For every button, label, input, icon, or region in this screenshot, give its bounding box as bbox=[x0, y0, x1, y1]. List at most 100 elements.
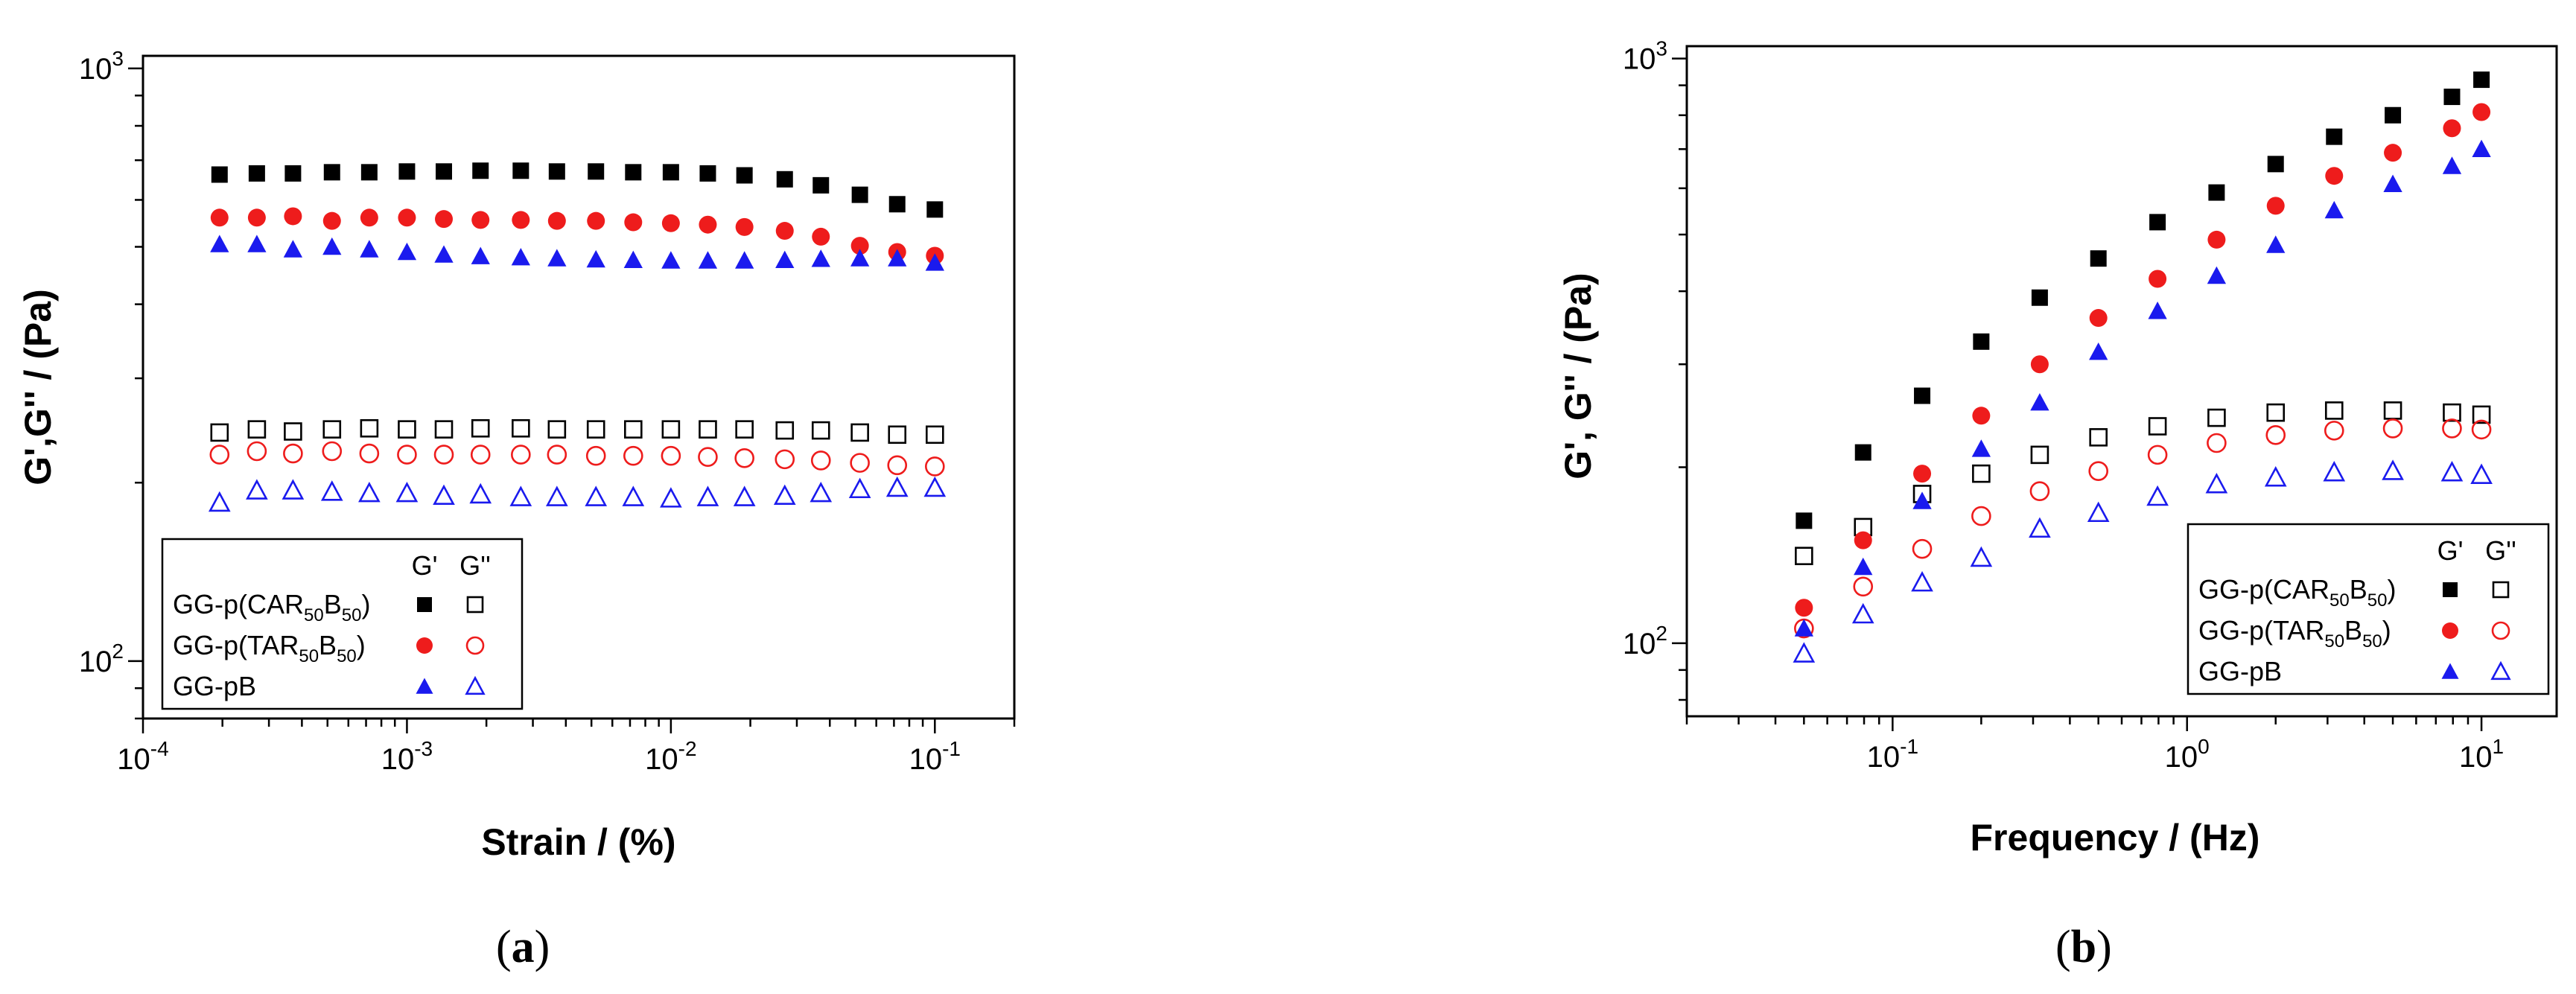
legend-box bbox=[161, 538, 524, 710]
data-point bbox=[2470, 463, 2493, 484]
chart-panel-b: 10-1 100 101 102 103 Frequency / (Hz) G', G'' … bbox=[1557, 37, 2558, 972]
data-point bbox=[2147, 445, 2168, 465]
data-point bbox=[1851, 602, 1874, 624]
data-point bbox=[435, 210, 454, 229]
legend-entry-label: GG-p(TAR50B50) bbox=[2198, 615, 2391, 651]
data-point bbox=[588, 163, 605, 180]
data-point bbox=[2326, 128, 2343, 145]
data-point bbox=[282, 479, 305, 500]
data-point bbox=[2205, 473, 2228, 494]
data-point bbox=[1793, 642, 1816, 663]
data-point bbox=[735, 217, 754, 236]
data-point bbox=[2267, 156, 2284, 173]
data-point bbox=[2148, 417, 2167, 436]
data-point bbox=[434, 420, 454, 439]
data-point bbox=[360, 418, 379, 438]
data-point bbox=[248, 165, 265, 182]
data-point bbox=[624, 420, 643, 439]
data-point bbox=[1853, 576, 1874, 597]
legend-entry-label: GG-pB bbox=[2198, 656, 2282, 686]
chart-panel-a: 10-4 10-3 10-2 10-1 102 103 Strain / (%) G',G''… bbox=[17, 47, 1016, 972]
legend-symbol-open bbox=[465, 675, 486, 695]
data-point bbox=[2443, 119, 2461, 138]
data-point bbox=[2442, 418, 2462, 439]
data-point bbox=[888, 249, 907, 267]
legend-entry-label: GG-p(CAR50B50) bbox=[173, 589, 370, 625]
data-point bbox=[2264, 466, 2287, 487]
data-point bbox=[1795, 599, 1813, 617]
data-point bbox=[851, 186, 868, 203]
x-tick-label: 10-4 bbox=[117, 737, 168, 776]
data-point bbox=[247, 235, 267, 252]
data-point bbox=[2089, 309, 2108, 328]
x-tick-label: 10-2 bbox=[645, 737, 696, 776]
data-point bbox=[2029, 481, 2050, 501]
data-point bbox=[2472, 103, 2491, 121]
data-point bbox=[2088, 461, 2108, 481]
data-point bbox=[696, 485, 719, 506]
x-axis-title: Strain / (%) bbox=[481, 821, 675, 863]
data-point bbox=[360, 208, 378, 227]
data-point bbox=[734, 447, 754, 468]
data-point bbox=[2029, 517, 2051, 538]
data-point bbox=[2207, 408, 2226, 427]
series-tar-storage bbox=[210, 207, 944, 265]
legend-symbol-open bbox=[466, 596, 484, 614]
data-point bbox=[247, 420, 267, 439]
data-point bbox=[360, 164, 378, 181]
data-point bbox=[2385, 106, 2402, 124]
data-point bbox=[320, 480, 343, 501]
data-point bbox=[2443, 89, 2461, 106]
legend-header-loss: G'' bbox=[459, 550, 491, 581]
data-point bbox=[1971, 506, 1991, 526]
data-point bbox=[246, 479, 268, 500]
data-point bbox=[512, 211, 530, 229]
series-car-loss bbox=[210, 418, 944, 445]
axes: 10-4 10-3 10-2 10-1 102 103 bbox=[79, 47, 1016, 776]
panel-label: (b) bbox=[2055, 922, 2112, 972]
legend-box bbox=[2187, 523, 2550, 695]
data-point bbox=[1912, 538, 1933, 559]
data-point bbox=[471, 211, 490, 229]
data-point bbox=[2265, 425, 2286, 445]
data-point bbox=[322, 211, 341, 230]
data-point bbox=[622, 485, 645, 506]
legend-symbol-filled bbox=[2441, 663, 2459, 679]
x-tick-label: 101 bbox=[2459, 735, 2504, 774]
data-point bbox=[925, 456, 945, 477]
data-point bbox=[2324, 200, 2344, 219]
data-point bbox=[850, 249, 870, 267]
data-point bbox=[887, 455, 908, 476]
data-point bbox=[698, 251, 718, 269]
x-tick-label: 10-3 bbox=[381, 737, 433, 776]
data-point bbox=[398, 163, 416, 180]
data-point bbox=[2030, 355, 2049, 374]
data-point bbox=[2208, 184, 2225, 201]
data-point bbox=[1914, 387, 1931, 404]
plot-frame bbox=[141, 54, 1016, 720]
data-point bbox=[547, 445, 567, 465]
data-point bbox=[2473, 71, 2490, 89]
data-point bbox=[2149, 270, 2167, 288]
data-point bbox=[699, 165, 716, 182]
y-tick-label: 102 bbox=[79, 640, 124, 678]
data-point bbox=[211, 166, 228, 183]
data-point bbox=[2471, 419, 2492, 440]
data-point bbox=[511, 247, 530, 266]
data-point bbox=[1970, 546, 1993, 567]
data-point bbox=[775, 250, 795, 268]
data-point bbox=[585, 445, 606, 466]
data-point bbox=[469, 482, 492, 504]
data-point bbox=[775, 421, 795, 440]
y-tick-label: 102 bbox=[1623, 622, 1667, 660]
data-point bbox=[2031, 289, 2048, 306]
data-point bbox=[322, 441, 343, 462]
data-point bbox=[433, 445, 454, 465]
data-point bbox=[586, 420, 605, 439]
data-point bbox=[2383, 174, 2402, 192]
data-point bbox=[2442, 156, 2462, 174]
data-point bbox=[436, 163, 453, 180]
series-pb-storage bbox=[210, 235, 944, 271]
data-point bbox=[888, 425, 907, 445]
data-point bbox=[472, 162, 489, 179]
